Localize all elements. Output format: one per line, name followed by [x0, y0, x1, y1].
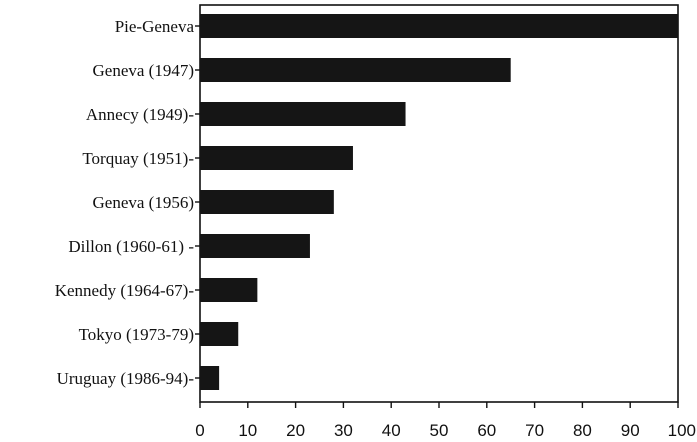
category-label: Geneva (1947) [93, 61, 195, 80]
x-tick-label: 100 [668, 421, 696, 440]
category-label: Kennedy (1964-67)- [55, 281, 195, 300]
x-tick-label: 0 [195, 421, 204, 440]
category-label: Dillon (1960-61) - [68, 237, 194, 256]
category-label: Uruguay (1986-94)- [57, 369, 195, 388]
x-tick-label: 80 [573, 421, 592, 440]
category-label: Torquay (1951)- [82, 149, 194, 168]
x-tick-label: 60 [477, 421, 496, 440]
category-label: Annecy (1949)- [86, 105, 194, 124]
bar [200, 58, 511, 82]
bar [200, 102, 406, 126]
bar [200, 322, 239, 346]
x-tick-label: 70 [525, 421, 544, 440]
x-tick-label: 20 [286, 421, 305, 440]
bar [200, 190, 334, 214]
category-label: Tokyo (1973-79) [79, 325, 194, 344]
bar [200, 366, 220, 390]
bar [200, 14, 678, 38]
x-tick-label: 30 [334, 421, 353, 440]
x-tick-label: 50 [430, 421, 449, 440]
x-tick-label: 40 [382, 421, 401, 440]
bars [200, 14, 678, 390]
category-label: Geneva (1956) [93, 193, 195, 212]
x-axis-labels: 0 10 20 30 40 50 60 70 80 90 100 [195, 421, 696, 440]
y-axis-ticks [195, 25, 200, 379]
y-axis-labels: Pie-Geneva Geneva (1947) Annecy (1949)- Tor… [55, 17, 195, 388]
category-label: Pie-Geneva [115, 17, 195, 36]
x-tick-label: 90 [621, 421, 640, 440]
x-tick-label: 10 [238, 421, 257, 440]
bar [200, 278, 258, 302]
bar [200, 146, 353, 170]
x-axis-ticks [199, 402, 679, 408]
bar [200, 234, 310, 258]
